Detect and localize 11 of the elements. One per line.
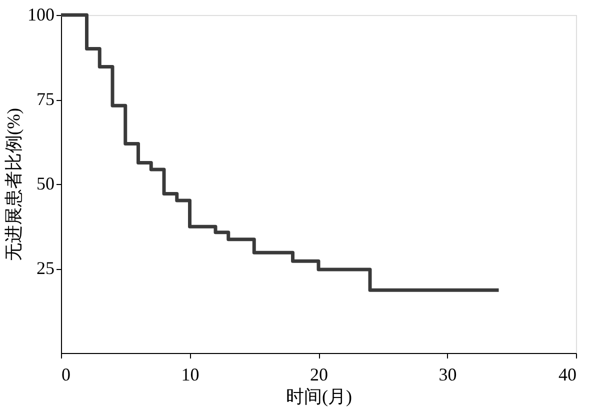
x-axis-title: 时间(月) (286, 386, 352, 406)
y-axis-title: 无进展患者比例(%) (4, 108, 24, 261)
x-tick-label: 40 (558, 364, 576, 384)
y-tick-label: 50 (36, 174, 54, 194)
x-tick-label: 30 (438, 364, 457, 384)
y-tick-label: 25 (36, 258, 54, 278)
x-tick-label: 20 (310, 364, 328, 384)
y-tick-label: 75 (36, 89, 54, 109)
y-tick-label: 100 (28, 4, 54, 24)
x-tick-label: 0 (62, 364, 70, 384)
x-tick-label: 10 (181, 364, 200, 384)
